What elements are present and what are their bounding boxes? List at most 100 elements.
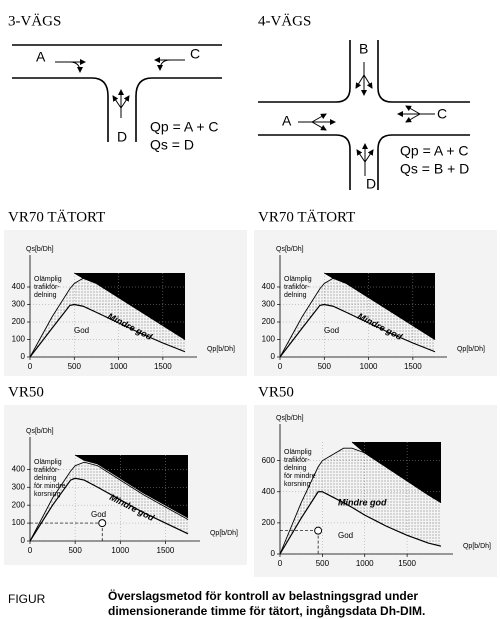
- approach-label: A: [36, 49, 46, 65]
- y-tick-label: 0: [21, 352, 26, 361]
- y-tick-label: 300: [12, 482, 26, 491]
- y-axis-label: Qs[b/Dh]: [276, 246, 304, 253]
- region-label: Mindre god: [338, 497, 387, 507]
- y-tick-label: 300: [12, 300, 26, 309]
- formula: Qp = A + C: [150, 119, 219, 135]
- y-tick-label: 100: [262, 335, 276, 344]
- y-tick-label: 200: [12, 317, 26, 326]
- x-tick-label: 1000: [110, 362, 128, 371]
- chart-title: VR70 TÄTORT: [8, 208, 105, 225]
- region-label: trafikför-: [34, 467, 60, 474]
- arrow: [311, 121, 327, 131]
- x-tick-label: 0: [278, 362, 283, 371]
- x-tick-label: 0: [28, 546, 33, 555]
- x-axis-label: Qp[b/Dh]: [207, 346, 235, 353]
- region-label: God: [324, 326, 339, 335]
- region-label: för mindre: [34, 483, 66, 490]
- boundary-curve: [279, 491, 442, 555]
- boundary-curve: [279, 303, 436, 358]
- approach-label: D: [366, 176, 376, 192]
- x-tick-label: 1500: [157, 546, 175, 555]
- caption-label: FIGUR: [8, 592, 46, 606]
- road: [12, 77, 109, 142]
- region-label: trafikför-: [284, 457, 310, 464]
- x-tick-label: 1000: [360, 362, 378, 371]
- x-tick-label: 1500: [398, 559, 416, 568]
- x-tick-label: 1000: [111, 546, 129, 555]
- y-tick-label: 0: [271, 352, 276, 361]
- diagram-title: 4-VÄGS: [258, 12, 311, 29]
- boundary-curve: [74, 272, 186, 340]
- region-label: korsning: [34, 491, 61, 498]
- x-tick-label: 1500: [154, 362, 172, 371]
- x-tick-label: 500: [68, 362, 82, 371]
- region-fill: [324, 273, 435, 340]
- x-tick-label: 0: [28, 362, 33, 371]
- y-tick-label: 200: [262, 518, 276, 527]
- arrow: [69, 61, 83, 73]
- arrow: [157, 59, 171, 71]
- region-label: trafikför-: [34, 284, 60, 291]
- road: [258, 40, 351, 103]
- y-axis-label: Qs[b/Dh]: [276, 415, 304, 422]
- arrow: [311, 113, 327, 123]
- x-axis-label: Qp[b/Dh]: [463, 543, 491, 550]
- region-label: för mindre: [284, 473, 316, 480]
- arrow: [355, 74, 365, 89]
- y-tick-label: 300: [262, 300, 276, 309]
- x-tick-label: 1000: [356, 559, 374, 568]
- approach-label: D: [117, 129, 127, 145]
- y-tick-label: 400: [262, 282, 276, 291]
- region-label: delning: [34, 292, 57, 299]
- boundary-curve: [351, 441, 442, 504]
- y-tick-label: 400: [12, 282, 26, 291]
- sample-point: [314, 526, 323, 535]
- formula: Qs = D: [150, 137, 194, 153]
- region-label: korsning: [284, 481, 311, 488]
- arrow: [356, 149, 366, 163]
- y-tick-label: 0: [21, 536, 26, 545]
- region-label: God: [91, 510, 106, 519]
- road: [258, 134, 351, 190]
- region-fill: [280, 448, 441, 554]
- approach-label: B: [359, 41, 368, 57]
- boundary-curve: [324, 272, 436, 340]
- region-label: Olämplig: [34, 276, 62, 283]
- y-tick-label: 600: [262, 456, 276, 465]
- arrow: [112, 95, 122, 109]
- y-tick-label: 100: [12, 335, 26, 344]
- boundary-curve: [29, 461, 189, 542]
- arrow: [120, 95, 130, 109]
- formula: Qs = B + D: [400, 161, 469, 177]
- y-tick-label: 400: [12, 464, 26, 473]
- boundary-curve: [74, 454, 189, 519]
- arrow: [364, 149, 374, 163]
- region-label: delning: [34, 475, 57, 482]
- y-tick-label: 0: [271, 549, 276, 558]
- region-label: Olämplig: [284, 276, 312, 283]
- region-label: God: [74, 326, 89, 335]
- chart-title: VR50: [258, 384, 294, 400]
- y-tick-label: 400: [262, 487, 276, 496]
- formula: Qp = A + C: [400, 143, 469, 159]
- region-fill: [352, 442, 441, 503]
- region-label: delning: [284, 465, 307, 472]
- x-axis-label: Qp[b/Dh]: [210, 530, 238, 537]
- x-axis-label: Qp[b/Dh]: [457, 346, 485, 353]
- approach-label: C: [437, 106, 447, 122]
- region-label: trafikför-: [284, 284, 310, 291]
- boundary-curve: [29, 477, 189, 542]
- region-label: delning: [284, 292, 307, 299]
- chart-title: VR70 TÄTORT: [258, 208, 355, 225]
- caption-line: Överslagsmetod för kontroll av belastnin…: [108, 588, 418, 603]
- three-way-diagram: 3-VÄGS A C D Qp = A + C Qs = D: [8, 12, 222, 153]
- region-fill: [75, 455, 188, 518]
- x-tick-label: 500: [318, 362, 332, 371]
- road: [135, 77, 222, 142]
- caption-line: dimensionerande timme för tätort, ingång…: [108, 604, 425, 618]
- x-tick-label: 1500: [404, 362, 422, 371]
- boundary-curve: [29, 303, 186, 358]
- four-way-diagram: 4-VÄGS B A C D Qp = A + C Qs = B + D: [258, 12, 470, 192]
- chart-title: VR50: [8, 384, 44, 400]
